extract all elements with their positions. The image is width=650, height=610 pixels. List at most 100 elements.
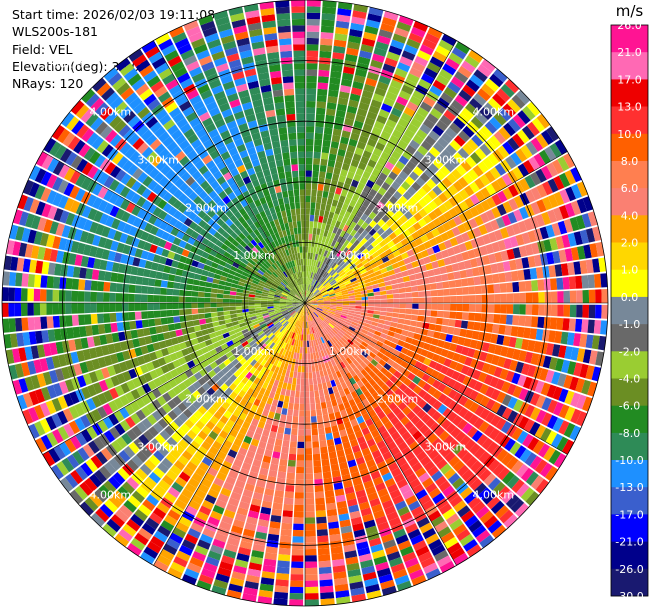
ppi-gate [255,144,265,153]
ppi-gate [240,441,250,450]
ppi-gate [60,328,68,340]
ppi-gate [183,264,191,272]
ppi-gate [390,562,406,574]
ppi-gate [360,559,374,569]
ppi-gate [207,344,215,352]
ppi-gate [288,283,294,289]
ppi-gate [331,246,337,254]
ppi-gate [319,57,331,65]
ppi-gate [255,111,266,120]
ppi-gate [256,205,264,213]
ppi-gate [503,238,513,250]
ppi-gate [287,235,292,242]
ppi-gate [392,568,408,580]
ppi-gate [505,155,517,169]
ppi-gate [328,291,335,296]
ppi-gate [85,360,95,372]
ppi-gate [545,224,555,238]
ppi-gate [328,153,337,161]
ppi-gate [205,451,216,461]
ppi-gate [284,350,290,357]
ppi-gate [248,328,256,335]
ppi-gate [517,220,528,233]
ppi-gate [325,273,331,280]
ppi-gate [28,407,39,422]
ppi-gate [198,219,207,229]
ppi-gate [269,405,277,413]
ppi-gate [560,263,569,276]
ppi-gate [384,477,396,488]
ppi-gate [90,97,105,112]
ppi-gate [308,292,313,299]
ppi-gate [398,90,411,101]
ppi-gate [543,278,551,291]
ppi-gate [257,117,267,126]
ppi-gate [177,382,187,392]
ppi-gate [485,183,497,196]
ppi-gate [114,138,127,151]
ppi-gate [402,551,417,563]
ppi-gate [302,321,304,329]
ppi-gate [167,195,178,206]
ppi-gate [300,284,303,291]
ppi-gate [329,293,336,297]
ppi-gate [334,342,341,349]
ppi-gate [308,307,313,314]
ppi-gate [296,307,301,313]
ppi-gate [240,199,249,208]
ppi-gate [166,362,176,371]
ppi-gate [435,169,446,181]
ppi-gate [364,208,372,217]
ppi-gate [320,592,335,600]
ppi-gate [28,390,40,406]
ppi-gate [397,260,406,267]
ppi-gate [141,285,149,294]
ppi-gate [413,202,423,212]
ppi-gate [246,450,256,459]
ppi-gate [202,170,213,180]
ppi-gate [285,249,290,256]
ppi-gate [264,271,271,277]
ppi-gate [105,215,115,228]
ppi-gate [155,246,164,256]
ppi-gate [289,441,297,448]
ppi-gate [258,249,266,256]
ppi-gate [410,26,426,38]
ppi-gate [223,239,232,247]
ppi-gate [396,457,408,467]
ppi-gate [422,193,433,204]
ppi-gate [147,310,155,319]
ppi-gate [289,370,294,378]
ppi-gate [413,212,423,222]
ppi-gate [385,227,394,236]
ppi-gate [201,269,209,277]
ppi-gate [440,92,454,104]
ppi-gate [295,359,299,366]
ppi-gate [300,298,305,303]
ppi-gate [463,539,478,552]
ppi-gate [295,272,299,279]
ppi-gate [210,261,219,269]
ppi-gate [397,540,412,551]
ppi-gate [311,189,317,197]
ppi-gate [173,316,181,323]
ppi-gate [122,244,131,255]
ppi-gate [218,320,226,326]
ppi-gate [209,44,224,55]
ppi-gate [29,259,37,273]
ppi-gate [240,325,248,331]
ppi-gate [194,160,205,170]
ppi-gate [2,271,10,286]
ppi-gate [35,151,49,167]
ppi-gate [413,266,421,274]
ppi-gate [297,333,300,341]
ppi-gate [311,327,315,334]
ppi-gate [243,3,259,13]
ppi-gate [183,160,194,171]
ppi-gate [428,211,438,221]
ppi-gate [339,245,346,252]
ppi-gate [46,174,58,189]
ppi-gate [374,162,384,172]
ppi-gate [161,44,176,57]
ppi-gate [167,281,175,289]
